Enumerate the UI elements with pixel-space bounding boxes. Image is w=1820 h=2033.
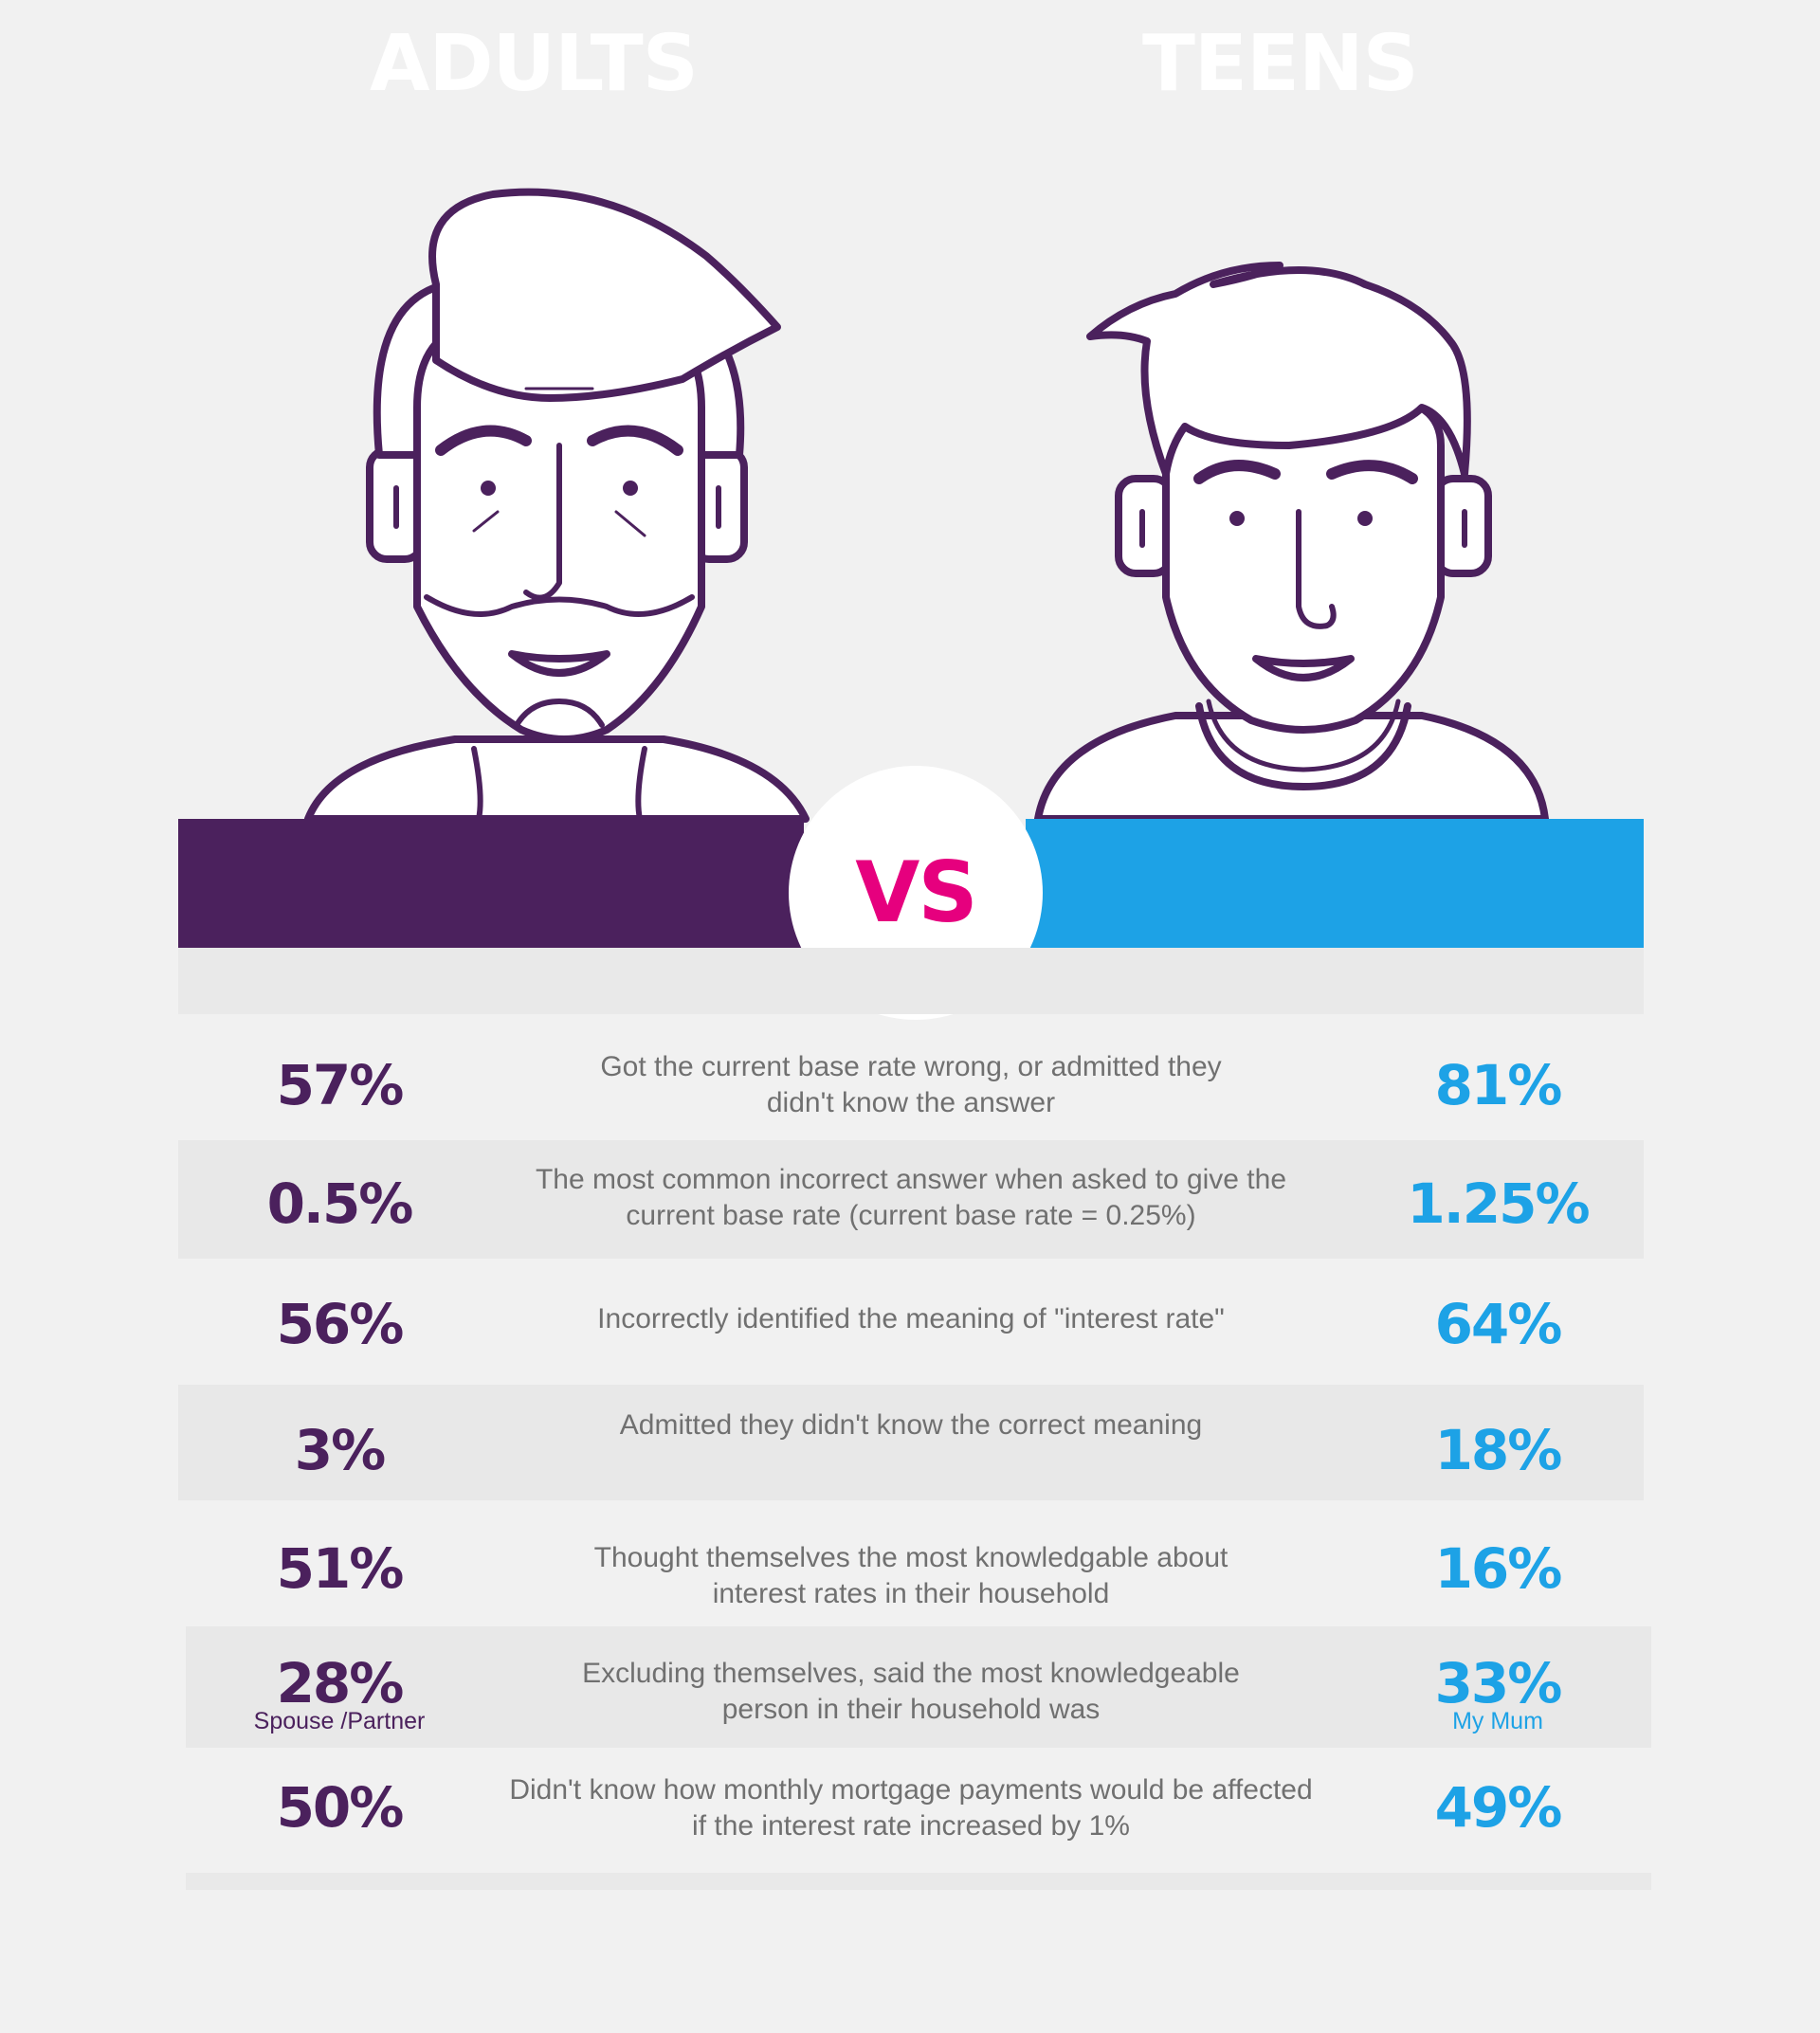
adult-stat: 28% <box>276 1651 405 1715</box>
adults-label: ADULTS <box>370 19 699 109</box>
row-description: Thought themselves the most knowledgable… <box>593 1542 1228 1609</box>
teen-stat: 81% <box>1434 1053 1563 1117</box>
adult-stat: 57% <box>276 1053 405 1117</box>
row-description: Admitted they didn't know the correct me… <box>619 1409 1203 1441</box>
teen-boy-face-icon <box>1034 262 1549 823</box>
adult-stat: 3% <box>294 1418 386 1482</box>
stat-row: 50% Didn't know how monthly mortgage pay… <box>178 1748 1644 1873</box>
header-spacer <box>178 948 1644 1014</box>
stat-row: 51% Thought themselves the most knowledg… <box>178 1500 1644 1626</box>
teen-stat: 16% <box>1434 1536 1563 1601</box>
teen-stat: 49% <box>1434 1775 1563 1840</box>
teens-label: TEENS <box>1142 19 1419 109</box>
stat-row: 3% Admitted they didn't know the correct… <box>178 1385 1644 1500</box>
adult-stat: 56% <box>276 1292 405 1356</box>
teen-stat: 33% <box>1434 1651 1563 1715</box>
illustrations <box>304 188 1549 823</box>
row-description: The most common incorrect answer when as… <box>535 1164 1287 1231</box>
adult-stat: 0.5% <box>266 1171 414 1236</box>
adult-man-face-icon <box>304 188 810 823</box>
teen-note: My Mum <box>1452 1708 1543 1734</box>
teens-banner <box>1026 819 1644 948</box>
row-description: Excluding themselves, said the most know… <box>582 1658 1240 1725</box>
vs-label: VS <box>855 844 977 941</box>
row-description: Incorrectly identified the meaning of "i… <box>597 1303 1225 1334</box>
stat-row: 0.5% The most common incorrect answer wh… <box>178 1140 1644 1259</box>
adult-note: Spouse /Partner <box>253 1708 426 1734</box>
stat-row: 57% Got the current base rate wrong, or … <box>178 1014 1644 1140</box>
teen-stat: 1.25% <box>1407 1171 1590 1236</box>
teen-stat: 64% <box>1434 1292 1563 1356</box>
row-description: Didn't know how monthly mortgage payment… <box>509 1774 1313 1842</box>
footer-band <box>186 1873 1651 1890</box>
adult-stat: 50% <box>276 1775 405 1840</box>
adults-banner <box>178 819 804 948</box>
row-description: Got the current base rate wrong, or admi… <box>600 1051 1222 1118</box>
stat-row: 28% Spouse /Partner Excluding themselves… <box>186 1626 1651 1748</box>
adult-stat: 51% <box>276 1536 405 1601</box>
stat-row: 56% Incorrectly identified the meaning o… <box>178 1259 1644 1385</box>
teen-stat: 18% <box>1434 1418 1563 1482</box>
